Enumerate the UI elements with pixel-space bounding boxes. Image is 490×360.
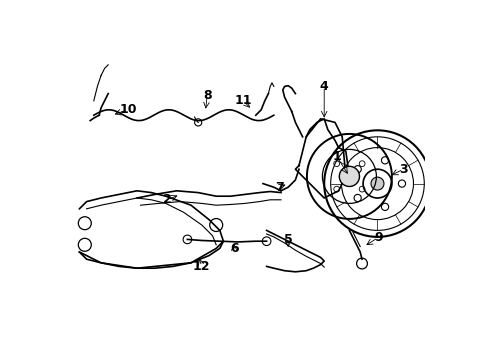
Text: 9: 9 xyxy=(374,231,383,244)
Text: 10: 10 xyxy=(119,103,137,116)
Text: 4: 4 xyxy=(320,80,329,93)
Text: 7: 7 xyxy=(275,181,284,194)
Circle shape xyxy=(371,177,384,190)
Text: 12: 12 xyxy=(193,260,211,273)
Text: 8: 8 xyxy=(203,89,212,102)
Text: 3: 3 xyxy=(399,163,408,176)
Text: 1: 1 xyxy=(332,150,341,163)
Text: 11: 11 xyxy=(234,94,252,107)
Text: 6: 6 xyxy=(230,242,239,255)
Text: 2: 2 xyxy=(163,193,172,206)
Text: 5: 5 xyxy=(284,233,293,246)
Circle shape xyxy=(339,166,360,186)
